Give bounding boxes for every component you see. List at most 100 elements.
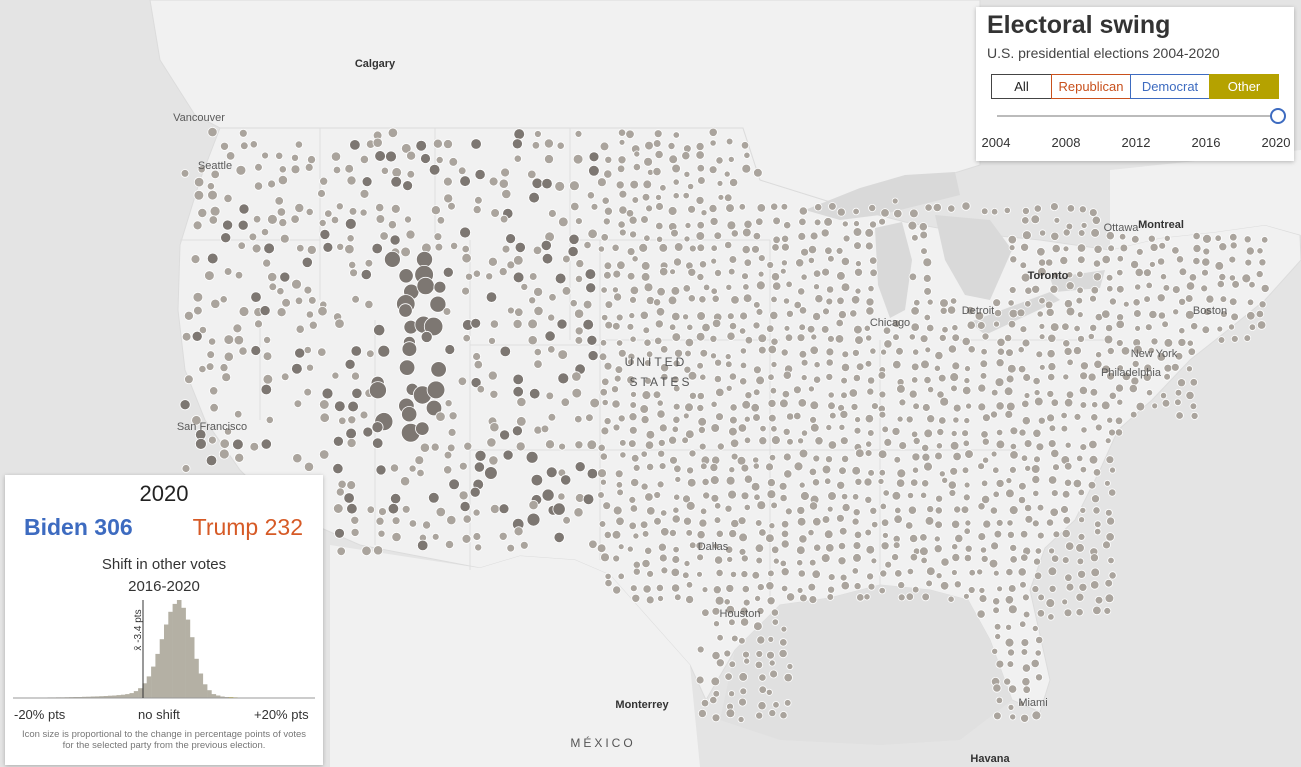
histogram-bar xyxy=(99,696,104,698)
year-slider-handle[interactable] xyxy=(1270,108,1286,124)
county-icon xyxy=(528,499,539,511)
county-icon xyxy=(897,581,906,590)
county-icon xyxy=(989,506,999,515)
county-icon xyxy=(870,557,878,565)
county-icon xyxy=(757,270,765,278)
county-icon xyxy=(368,381,387,400)
county-icon xyxy=(1065,390,1075,399)
county-icon xyxy=(934,350,944,361)
county-icon xyxy=(432,138,443,149)
county-icon xyxy=(668,529,677,538)
year-label-2020[interactable]: 2020 xyxy=(1261,135,1291,150)
county-icon xyxy=(766,324,775,333)
county-icon xyxy=(752,321,761,330)
county-icon xyxy=(766,650,775,660)
county-icon xyxy=(1062,245,1070,253)
county-icon xyxy=(865,306,875,316)
county-icon xyxy=(728,321,738,331)
county-icon xyxy=(947,344,958,354)
county-icon xyxy=(629,230,638,239)
county-icon xyxy=(770,295,778,304)
county-icon xyxy=(582,493,595,506)
county-icon xyxy=(668,323,677,331)
county-icon xyxy=(911,466,920,474)
county-icon xyxy=(1149,242,1159,252)
county-icon xyxy=(1105,231,1115,241)
county-icon xyxy=(711,650,721,661)
county-icon xyxy=(807,528,815,537)
county-icon xyxy=(1174,388,1183,397)
county-icon xyxy=(1004,595,1015,605)
county-icon xyxy=(377,529,386,538)
county-icon xyxy=(1189,378,1198,387)
histogram-bar xyxy=(86,696,91,698)
county-icon xyxy=(696,311,706,321)
county-icon xyxy=(892,319,901,329)
county-icon xyxy=(758,528,767,537)
county-icon xyxy=(1005,623,1013,631)
filter-democrat-button[interactable]: Democrat xyxy=(1130,74,1210,99)
county-icon xyxy=(951,569,958,576)
county-icon xyxy=(1243,334,1252,342)
county-icon xyxy=(263,335,272,344)
county-icon xyxy=(1228,274,1237,282)
county-icon xyxy=(926,414,936,424)
county-icon xyxy=(951,324,959,332)
map-label: New York xyxy=(1130,348,1178,360)
county-icon xyxy=(827,391,835,399)
county-icon xyxy=(978,586,986,594)
county-icon xyxy=(683,560,691,568)
filter-republican-button[interactable]: Republican xyxy=(1051,74,1131,99)
county-icon xyxy=(1145,281,1153,290)
county-icon xyxy=(1060,411,1068,420)
filter-other-button[interactable]: Other xyxy=(1209,74,1279,99)
county-icon xyxy=(575,217,583,226)
county-icon xyxy=(725,583,735,593)
county-icon xyxy=(278,165,287,174)
county-icon xyxy=(947,480,957,490)
county-icon xyxy=(1192,256,1201,266)
county-icon xyxy=(1231,280,1240,289)
county-icon xyxy=(785,309,794,318)
county-icon xyxy=(864,359,873,368)
median-label: x̄ -3.4 pts xyxy=(133,609,144,650)
county-icon xyxy=(547,412,557,422)
year-label-2012[interactable]: 2012 xyxy=(1121,135,1151,150)
county-icon xyxy=(1163,363,1173,373)
county-icon xyxy=(750,481,761,492)
county-icon xyxy=(933,535,941,543)
county-icon xyxy=(276,287,285,296)
year-label-2004[interactable]: 2004 xyxy=(981,135,1011,150)
county-icon xyxy=(864,241,874,251)
county-icon xyxy=(222,219,234,231)
county-icon xyxy=(1151,402,1159,410)
county-icon xyxy=(739,361,748,370)
county-icon xyxy=(567,245,579,258)
county-icon xyxy=(964,365,972,373)
county-icon xyxy=(1119,243,1129,253)
county-icon xyxy=(912,402,920,411)
year-label-2016[interactable]: 2016 xyxy=(1191,135,1221,150)
county-icon xyxy=(639,310,649,320)
county-icon xyxy=(1158,241,1167,250)
county-icon xyxy=(977,462,985,471)
county-icon xyxy=(599,388,608,397)
histogram-bar xyxy=(185,619,191,698)
county-icon xyxy=(569,180,580,192)
county-icon xyxy=(294,347,306,359)
year-label-2008[interactable]: 2008 xyxy=(1051,135,1081,150)
county-icon xyxy=(534,130,542,138)
filter-all-button[interactable]: All xyxy=(991,74,1052,99)
county-icon xyxy=(850,295,861,305)
county-icon xyxy=(600,552,610,563)
county-icon xyxy=(389,463,400,473)
county-icon xyxy=(628,521,637,530)
county-icon xyxy=(1036,531,1045,540)
county-icon xyxy=(548,293,557,302)
county-icon xyxy=(1156,293,1166,303)
map-label: Monterrey xyxy=(615,699,669,711)
county-icon xyxy=(420,153,431,164)
county-icon xyxy=(710,244,718,252)
year-slider-track[interactable] xyxy=(997,115,1277,117)
county-icon xyxy=(181,464,191,473)
